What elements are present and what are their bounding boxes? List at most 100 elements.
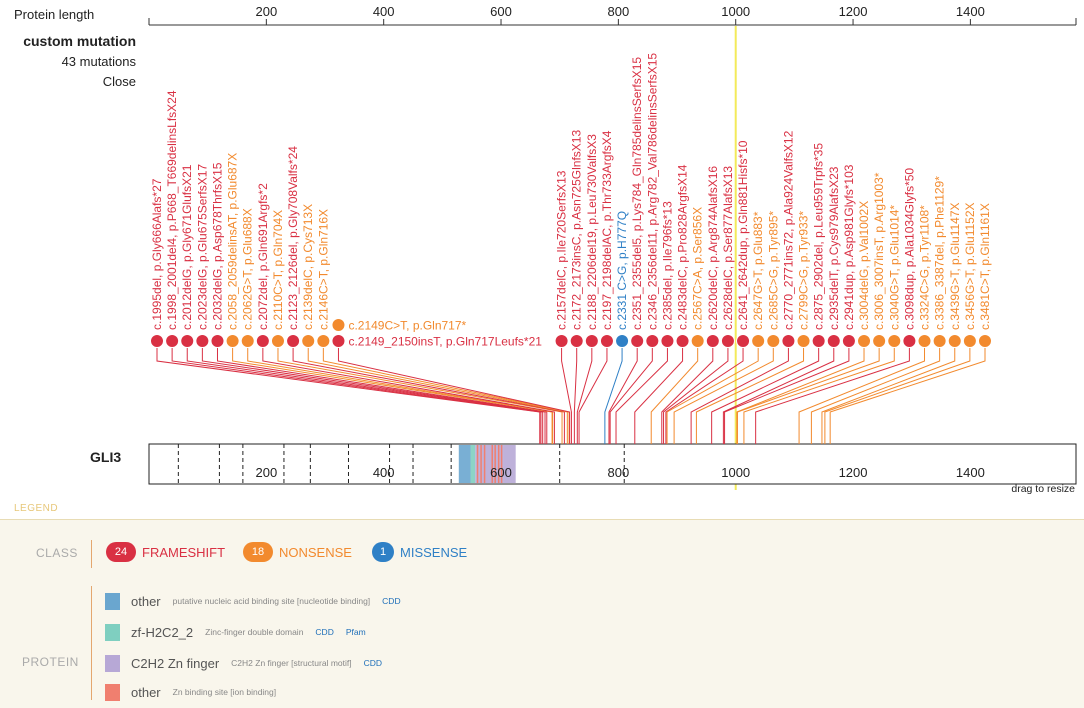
axis-tick-label: 400 — [373, 4, 395, 19]
mutation-label: c.2123_2126del, p.Gly708Valfs*24 — [286, 146, 300, 330]
mutation-connector — [201, 347, 546, 444]
legend-domain-other-nucleotide: other putative nucleic acid binding site… — [105, 592, 413, 610]
mutation-dot — [150, 334, 164, 348]
mutation-dot — [947, 334, 962, 348]
mutation-dot — [331, 334, 346, 348]
legend-panel — [0, 519, 1084, 708]
mutation-connector — [232, 347, 553, 444]
legend-title: LEGEND — [14, 503, 59, 514]
mutation-connector — [307, 347, 568, 444]
gene-tick-label: 1400 — [956, 465, 985, 480]
mutation-connector — [755, 347, 910, 444]
mutation-dot — [331, 318, 346, 332]
cdd-link[interactable]: CDD — [363, 658, 383, 668]
mutation-label: c.2941dup, p.Asp981Glyfs*103 — [842, 164, 856, 330]
domain-name: zf-H2C2_2 — [131, 624, 194, 640]
mutation-label: c.2647G>T, p.Glu883* — [751, 211, 765, 330]
mutation-dot — [645, 334, 660, 348]
gene-tick-label: 400 — [373, 465, 395, 480]
mutation-label: c.2628delC, p.Ser877AlafsX13 — [721, 166, 735, 330]
mutation-label: c.2197_2198delAC, p.Thr733ArgfsX4 — [600, 130, 614, 330]
legend-class-frameshift[interactable]: 24 FRAMESHIFT — [106, 542, 225, 562]
mutation-connector — [663, 347, 729, 444]
mutation-label: c.2157delC, p.Ile720SerfsX13 — [555, 170, 569, 330]
legend-domain-zf-h2c2: zf-H2C2_2 Zinc-finger double domain CDD … — [105, 623, 378, 641]
mutation-connector — [156, 347, 541, 444]
mutation-label: c.2346_2356del11, p.Arg782_Val786delinsS… — [645, 53, 659, 330]
domain-name: other — [131, 593, 161, 609]
nonsense-count-badge: 18 — [243, 542, 273, 562]
mutation-dot — [811, 334, 826, 348]
mutation-label: c.3324C>G, p.Tyr1108* — [918, 205, 932, 330]
mutation-connector — [292, 347, 565, 444]
mutation-label: c.2149C>T, p.Gln717* — [348, 319, 466, 333]
legend-domain-c2h2: C2H2 Zn finger C2H2 Zn finger [structura… — [105, 654, 394, 672]
mutation-connector — [578, 347, 608, 444]
domain-swatch — [105, 623, 120, 641]
mutation-dot — [720, 334, 735, 348]
mutation-connector — [798, 347, 926, 444]
mutation-connector — [277, 347, 563, 444]
legend-class-nonsense[interactable]: 18 NONSENSE — [243, 542, 352, 562]
mutation-connector — [615, 347, 668, 444]
mutation-label: c.2110C>T, p.Gln704X — [271, 210, 285, 330]
mutation-label: c.2062G>T, p.Glu688X — [241, 208, 255, 330]
mutation-connector — [186, 347, 544, 444]
mutation-dot — [255, 334, 270, 348]
mutation-dot — [751, 334, 766, 348]
mutation-label: c.2685C>G, p.Tyr895* — [766, 211, 780, 330]
mutation-connector — [247, 347, 554, 444]
mutation-dot — [857, 334, 872, 348]
mutation-connector — [821, 347, 956, 444]
mutation-label: c.3439G>T, p.Glu1147X — [948, 202, 962, 330]
mutation-connector — [722, 347, 835, 444]
legend-class-label: CLASS — [36, 546, 78, 560]
mutation-connector — [573, 347, 578, 444]
mutation-label: c.2012delG, p.Gly671GlufsX21 — [180, 164, 194, 330]
mutation-dot — [736, 334, 751, 348]
mutation-label: c.2935delT, p.Cys979AlafsX23 — [827, 166, 841, 330]
legend-protein-divider — [91, 586, 92, 700]
mutation-label: c.2385del, p.Ile796fs*13 — [660, 201, 674, 330]
close-button[interactable]: Close — [103, 74, 136, 89]
mutation-dot — [902, 334, 917, 348]
mutation-dot — [690, 334, 705, 348]
gene-track — [148, 443, 1077, 485]
mutation-dot — [599, 334, 614, 348]
mutation-connector — [829, 347, 986, 444]
cdd-link[interactable]: CDD — [382, 596, 401, 606]
domain-desc: Zinc-finger double domain — [205, 627, 304, 637]
axis-tick-label: 1000 — [721, 4, 750, 19]
mutation-label: c.3006_3007insT, p.Arg1003* — [872, 172, 886, 330]
domain-name: C2H2 Zn finger — [131, 655, 220, 671]
mutation-label: c.3456G>T, p.Glu1152X — [963, 202, 977, 330]
mutation-dot — [766, 334, 781, 348]
mutation-dot — [675, 334, 690, 348]
gene-tick-label: 1200 — [839, 465, 868, 480]
mutation-dot — [826, 334, 841, 348]
legend-class-missense[interactable]: 1 MISSENSE — [372, 542, 467, 562]
mutation-label: c.2483delC, p.Pro828ArgfsX14 — [676, 164, 690, 330]
frameshift-count-badge: 24 — [106, 542, 136, 562]
mutation-connector — [561, 347, 572, 444]
mutation-dot — [872, 334, 887, 348]
cdd-link[interactable]: CDD — [315, 627, 334, 637]
mutation-label: c.2172_2173insC, p.Asn725GlnfsX13 — [570, 130, 584, 330]
mutation-connector — [576, 347, 593, 444]
pfam-link[interactable]: Pfam — [345, 627, 366, 637]
protein-domain — [503, 445, 516, 483]
mutation-connector — [650, 347, 699, 444]
mutation-dot — [210, 334, 225, 348]
mutation-label: c.2032delG, p.Asp678ThrfsX15 — [210, 162, 224, 330]
mutation-label: c.2620delC, p.Arg874AlafsX16 — [706, 166, 720, 330]
mutation-count: 43 mutations — [62, 54, 137, 69]
mutation-dot — [796, 334, 811, 348]
gene-tick-label: 600 — [490, 465, 512, 480]
mutation-label: c.2149_2150insT, p.Gln717Leufs*21 — [348, 335, 542, 349]
mutation-connector — [711, 347, 820, 444]
domain-swatch — [105, 654, 120, 672]
mutation-label: c.2058_2059delinsAT, p.Glu687X — [226, 153, 240, 330]
protein-domain — [458, 445, 471, 483]
axis-tick-label: 800 — [608, 4, 630, 19]
mutation-dot — [630, 334, 645, 348]
